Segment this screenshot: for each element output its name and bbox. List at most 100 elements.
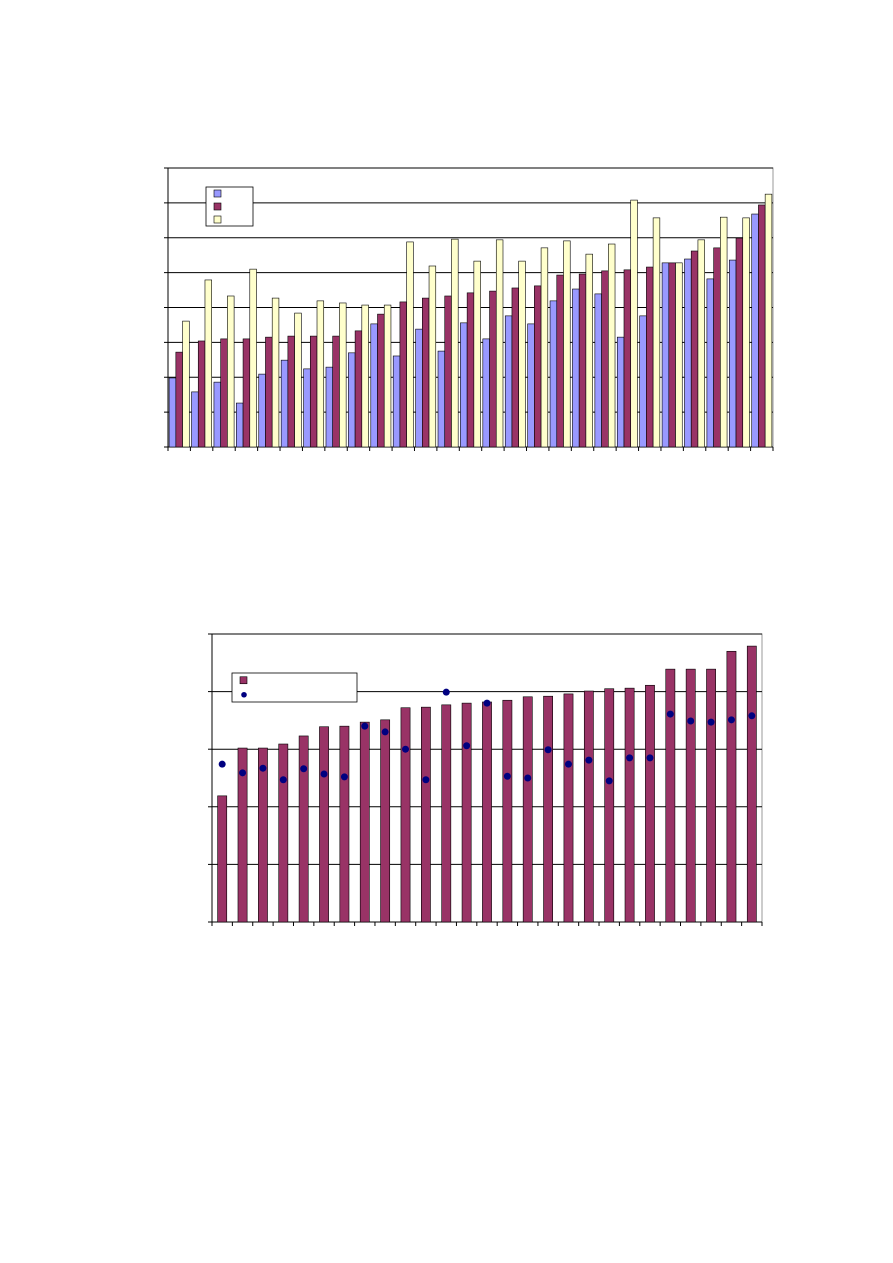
dot	[524, 774, 532, 782]
bar	[332, 335, 340, 448]
bar	[572, 288, 580, 448]
bar	[415, 328, 423, 448]
dot	[687, 717, 695, 725]
bar	[502, 699, 513, 923]
bar	[444, 295, 452, 448]
bar	[265, 336, 273, 448]
bar	[213, 381, 221, 448]
bar	[646, 266, 654, 448]
bar	[482, 701, 492, 923]
bar	[399, 301, 407, 448]
bar	[543, 695, 553, 923]
bar	[504, 315, 513, 448]
bar	[616, 336, 625, 448]
bar	[278, 743, 289, 923]
dot	[564, 760, 572, 768]
dot	[300, 765, 308, 773]
bar	[746, 645, 757, 923]
bar	[354, 330, 363, 448]
bar	[422, 297, 430, 448]
bar	[383, 304, 392, 448]
legend-swatch	[241, 691, 247, 698]
bar	[578, 273, 587, 448]
bar	[271, 297, 280, 448]
bar	[623, 269, 632, 448]
bar	[608, 243, 616, 448]
bar	[639, 315, 647, 448]
bar	[392, 355, 401, 448]
legend-swatch	[213, 202, 222, 211]
dot	[422, 776, 430, 784]
bar	[645, 684, 655, 923]
bar	[706, 278, 714, 448]
bar	[685, 668, 696, 923]
bar	[563, 693, 574, 923]
dot	[279, 776, 287, 784]
bar	[325, 366, 333, 448]
bar	[437, 350, 446, 448]
bar	[421, 706, 431, 923]
bar	[303, 368, 311, 448]
bar	[287, 335, 295, 448]
dot	[666, 710, 674, 718]
bar	[339, 302, 347, 448]
bar	[298, 735, 309, 923]
bar	[359, 721, 370, 923]
legend	[231, 672, 358, 703]
bar	[489, 290, 497, 448]
bar	[661, 262, 670, 448]
bar	[684, 258, 692, 448]
bar	[400, 707, 411, 923]
dot	[544, 746, 552, 754]
bar	[585, 253, 593, 448]
bar	[280, 359, 289, 448]
dot	[259, 764, 267, 772]
bar	[652, 217, 661, 448]
bar	[758, 204, 766, 448]
dot	[320, 770, 328, 778]
bar	[713, 247, 721, 448]
bar	[473, 260, 481, 448]
bar	[319, 726, 329, 923]
bar	[249, 268, 257, 448]
bar	[735, 237, 744, 448]
bar	[697, 239, 705, 448]
bar	[534, 285, 542, 448]
dot	[463, 742, 471, 750]
bar	[466, 292, 475, 448]
bar	[668, 262, 676, 448]
legend-swatch	[213, 215, 222, 224]
bar	[361, 304, 369, 448]
bar	[482, 338, 490, 448]
bar	[527, 323, 535, 448]
bar	[309, 335, 318, 448]
bar	[563, 240, 571, 448]
bar	[294, 312, 302, 448]
bar	[495, 239, 504, 448]
bar	[726, 650, 737, 923]
legend-swatch	[239, 676, 248, 685]
bar	[522, 696, 533, 923]
bar	[706, 668, 716, 923]
dot	[402, 745, 410, 753]
bar	[594, 293, 602, 448]
bar	[406, 241, 414, 448]
bar	[742, 217, 750, 448]
bar	[729, 259, 737, 448]
dot	[646, 754, 654, 762]
dot	[239, 769, 247, 777]
bar	[665, 668, 676, 923]
dot	[442, 688, 450, 696]
bar	[549, 300, 558, 448]
bar	[242, 338, 251, 448]
dot	[626, 754, 634, 762]
legend	[205, 186, 254, 227]
dot	[340, 773, 348, 781]
dot	[707, 718, 715, 726]
bar	[339, 725, 350, 923]
dot	[727, 716, 735, 724]
dot	[483, 699, 491, 707]
bar	[217, 795, 228, 923]
bar	[441, 704, 452, 923]
